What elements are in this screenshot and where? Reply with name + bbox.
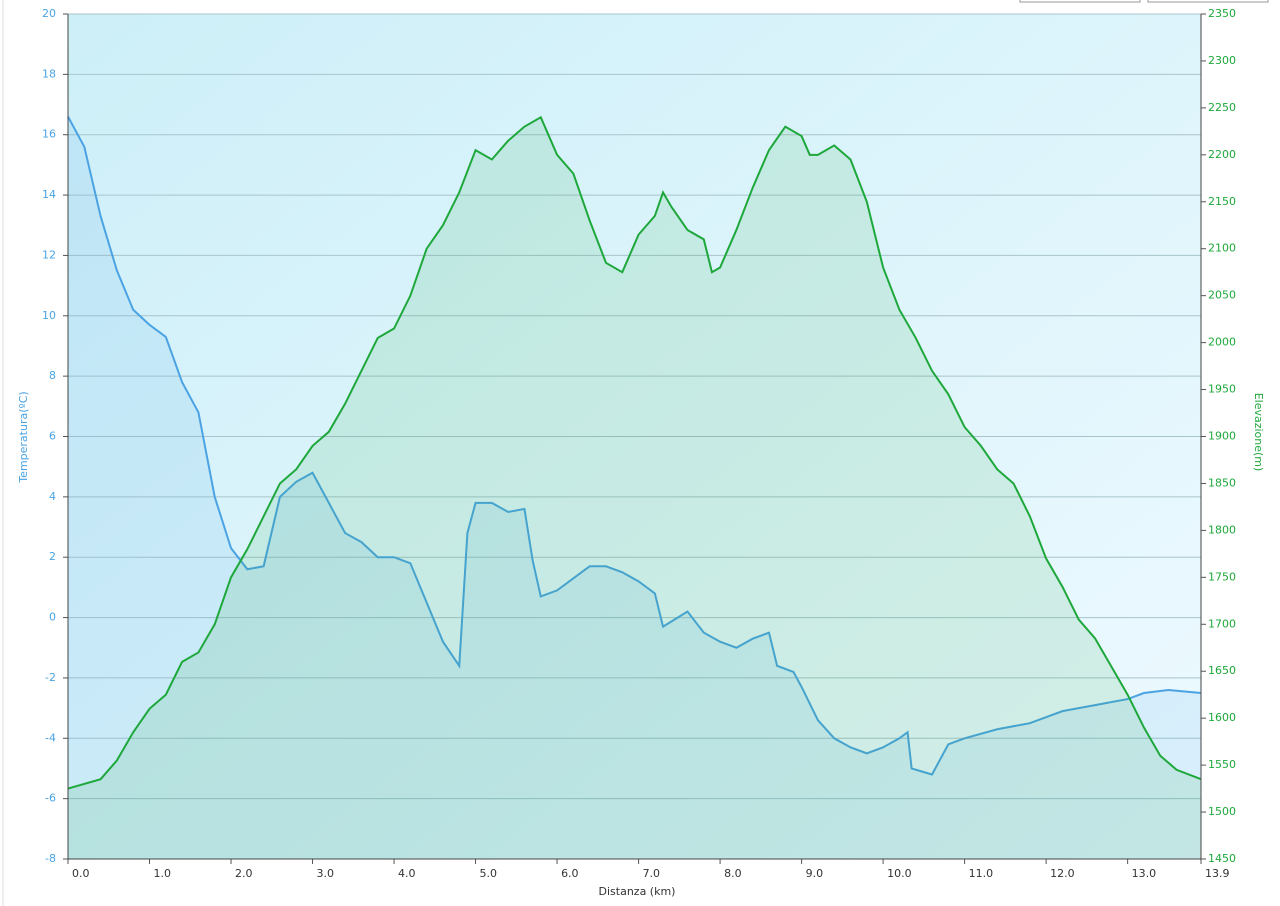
x-tick-label: 5.0 <box>480 867 498 880</box>
y2-tick-label: 1600 <box>1208 711 1236 724</box>
x-tick-label: 0.0 <box>72 867 90 880</box>
y2-tick-label: 1500 <box>1208 805 1236 818</box>
y2-tick-label: 2250 <box>1208 101 1236 114</box>
line <box>67 115 1202 790</box>
x-tick-label: 12.0 <box>1050 867 1075 880</box>
y-tick-label: 4 <box>49 490 56 503</box>
y2-tick-label: 1900 <box>1208 430 1236 443</box>
y-tick-label: 2 <box>49 550 56 563</box>
y-tick-label: 18 <box>42 67 56 80</box>
x-axis-label: Distanza (km) <box>599 885 676 898</box>
y-tick-label: 14 <box>42 188 56 201</box>
y2-tick-label: 2000 <box>1208 336 1236 349</box>
y2-tick-label: 1800 <box>1208 523 1236 536</box>
y-tick-label: 6 <box>49 430 56 443</box>
y2-tick-label: 1950 <box>1208 383 1236 396</box>
area <box>68 116 1201 860</box>
x-tick-label: 4.0 <box>398 867 416 880</box>
x-tick-label: 1.0 <box>154 867 172 880</box>
y-tick-label: 10 <box>42 309 56 322</box>
y-tick-label: -6 <box>45 792 56 805</box>
y2-tick-label: 1650 <box>1208 664 1236 677</box>
y2-tick-label: 2350 <box>1208 7 1236 20</box>
y2-tick-label: 1550 <box>1208 758 1236 771</box>
button[interactable] <box>1147 0 1269 3</box>
y2-axis-label: Elevazione(m) <box>1252 393 1265 472</box>
y2-tick-label: 2200 <box>1208 148 1236 161</box>
y2-tick-label: 1450 <box>1208 852 1236 865</box>
x-tick-label: 7.0 <box>643 867 661 880</box>
y2-tick-label: 1750 <box>1208 570 1236 583</box>
x-tick-label: 2.0 <box>235 867 253 880</box>
x-tick-label: 8.0 <box>724 867 742 880</box>
y2-tick-label: 2300 <box>1208 54 1236 67</box>
area <box>68 117 1201 860</box>
y2-tick-label: 2100 <box>1208 242 1236 255</box>
y-tick-label: -4 <box>45 731 56 744</box>
y-tick-label: 8 <box>49 369 56 382</box>
x-tick-label: 13.0 <box>1132 867 1157 880</box>
y2-tick-label: 1850 <box>1208 476 1236 489</box>
button[interactable] <box>1019 0 1141 3</box>
y2-tick-label: 1700 <box>1208 617 1236 630</box>
y-tick-label: -2 <box>45 671 56 684</box>
x-tick-label: 10.0 <box>887 867 912 880</box>
x-tick-label: 13.9 <box>1205 867 1230 880</box>
y-axis-label: Temperatura(ºC) <box>17 391 30 483</box>
x-tick-label: 3.0 <box>317 867 335 880</box>
y-tick-label: -8 <box>45 852 56 865</box>
y-tick-label: 20 <box>42 7 56 20</box>
y-tick-label: 16 <box>42 128 56 141</box>
y2-tick-label: 2050 <box>1208 289 1236 302</box>
y2-tick-label: 2150 <box>1208 195 1236 208</box>
x-tick-label: 6.0 <box>561 867 579 880</box>
x-tick-label: 9.0 <box>806 867 824 880</box>
line <box>67 116 1202 776</box>
x-tick-label: 11.0 <box>969 867 994 880</box>
y-tick-label: 12 <box>42 248 56 261</box>
y-tick-label: 0 <box>49 611 56 624</box>
